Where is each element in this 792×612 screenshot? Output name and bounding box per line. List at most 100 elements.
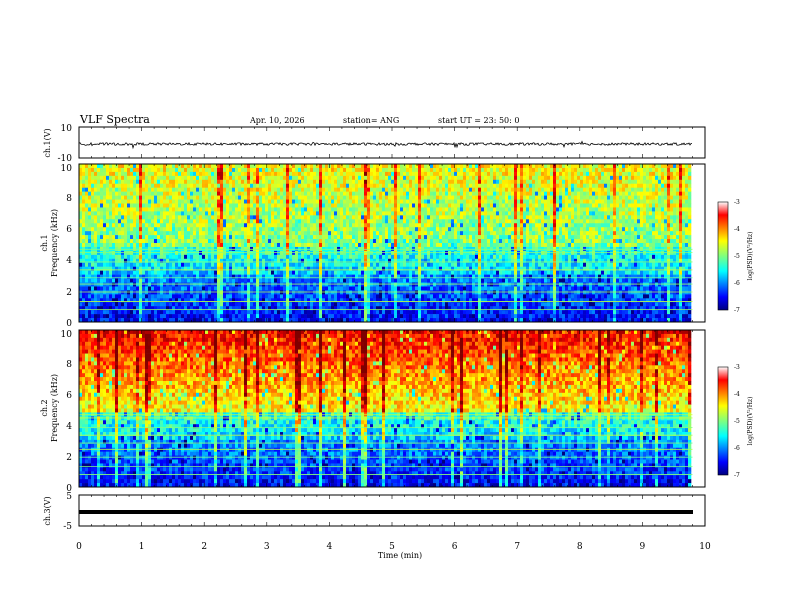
- spec1-cell: [277, 275, 280, 279]
- spec1-cell: [124, 314, 127, 318]
- spec1-cell: [352, 298, 355, 302]
- spec1-cell: [247, 184, 250, 188]
- spec1-cell: [277, 207, 280, 211]
- spec1-cell: [133, 310, 136, 314]
- spec1-cell: [130, 283, 133, 287]
- spec1-cell: [310, 215, 313, 219]
- spec1-cell: [190, 207, 193, 211]
- spec1-cell: [310, 172, 313, 176]
- spec1-cell: [247, 271, 250, 275]
- spec1-cell: [160, 243, 163, 247]
- spec1-cell: [142, 290, 145, 294]
- spec1-cell: [388, 259, 391, 263]
- spec1-cell: [259, 302, 262, 306]
- spec1-cell: [130, 164, 133, 168]
- spec1-cell: [379, 172, 382, 176]
- spec1-cell: [271, 211, 274, 215]
- spec1-cell: [220, 275, 223, 279]
- spec1-cell: [160, 188, 163, 192]
- spec1-cell: [433, 259, 436, 263]
- spec1-cell: [103, 184, 106, 188]
- spec1-cell: [358, 275, 361, 279]
- spec1-cell: [313, 223, 316, 227]
- spec1-cell: [307, 290, 310, 294]
- spec1-cell: [205, 290, 208, 294]
- spec1-cell: [172, 310, 175, 314]
- spec1-cell: [142, 180, 145, 184]
- spec1-cell: [193, 184, 196, 188]
- spec1-cell: [82, 227, 85, 231]
- spec1-cell: [373, 298, 376, 302]
- spec1-cell: [382, 215, 385, 219]
- spec1-cell: [355, 283, 358, 287]
- spec1-cell: [82, 294, 85, 298]
- spec1-cell: [109, 200, 112, 204]
- spec1-cell: [127, 314, 130, 318]
- spec1-cell: [295, 290, 298, 294]
- spec1-cell: [445, 263, 448, 267]
- spec1-cell: [370, 227, 373, 231]
- spec1-cell: [217, 180, 220, 184]
- spec1-cell: [250, 207, 253, 211]
- spec1-cell: [301, 263, 304, 267]
- spec1-cell: [286, 279, 289, 283]
- spec1-cell: [103, 204, 106, 208]
- spec1-cell: [286, 283, 289, 287]
- spec1-cell: [229, 298, 232, 302]
- spec1-cell: [166, 290, 169, 294]
- spec1-cell: [211, 251, 214, 255]
- spec1-cell: [328, 176, 331, 180]
- spec1-cell: [217, 243, 220, 247]
- spec1-cell: [343, 219, 346, 223]
- spec1-cell: [232, 235, 235, 239]
- spec1-cell: [283, 207, 286, 211]
- spec1-cell: [301, 231, 304, 235]
- spec1-cell: [103, 192, 106, 196]
- spec1-cell: [259, 196, 262, 200]
- spec1-cell: [103, 302, 106, 306]
- spec1-cell: [373, 275, 376, 279]
- spec1-cell: [331, 235, 334, 239]
- spec1-cell: [247, 294, 250, 298]
- spec1-cell: [274, 184, 277, 188]
- spec1-cell: [262, 196, 265, 200]
- spec1-cell: [289, 219, 292, 223]
- spec1-cell: [319, 168, 322, 172]
- spec1-cell: [208, 192, 211, 196]
- spec1-cell: [124, 223, 127, 227]
- spec1-cell: [163, 267, 166, 271]
- spec1-cell: [325, 172, 328, 176]
- spec1-cell: [244, 176, 247, 180]
- spec1-cell: [394, 200, 397, 204]
- spec1-cell: [211, 172, 214, 176]
- spec1-cell: [355, 207, 358, 211]
- spec1-cell: [313, 243, 316, 247]
- spec1-cell: [196, 310, 199, 314]
- spec1-cell: [241, 310, 244, 314]
- spec1-cell: [148, 239, 151, 243]
- spec1-cell: [124, 283, 127, 287]
- spec1-cell: [190, 176, 193, 180]
- spec1-cell: [133, 168, 136, 172]
- spec1-cell: [112, 192, 115, 196]
- spec1-cell: [103, 231, 106, 235]
- spec1-cell: [409, 294, 412, 298]
- spec1-cell: [343, 275, 346, 279]
- spec1-cell: [172, 219, 175, 223]
- spec1-cell: [268, 243, 271, 247]
- spec1-cell: [175, 298, 178, 302]
- spec1-cell: [343, 168, 346, 172]
- spec1-cell: [277, 180, 280, 184]
- spec1-cell: [148, 306, 151, 310]
- spec1-cell: [166, 227, 169, 231]
- spec1-cell: [127, 231, 130, 235]
- spec1-cell: [145, 211, 148, 215]
- spec1-cell: [430, 184, 433, 188]
- spec1-cell: [448, 294, 451, 298]
- spec1-cell: [349, 275, 352, 279]
- spec1-cell: [343, 211, 346, 215]
- spec1-cell: [247, 286, 250, 290]
- spec1-cell: [361, 251, 364, 255]
- spec1-cell: [379, 204, 382, 208]
- spec1-cell: [325, 192, 328, 196]
